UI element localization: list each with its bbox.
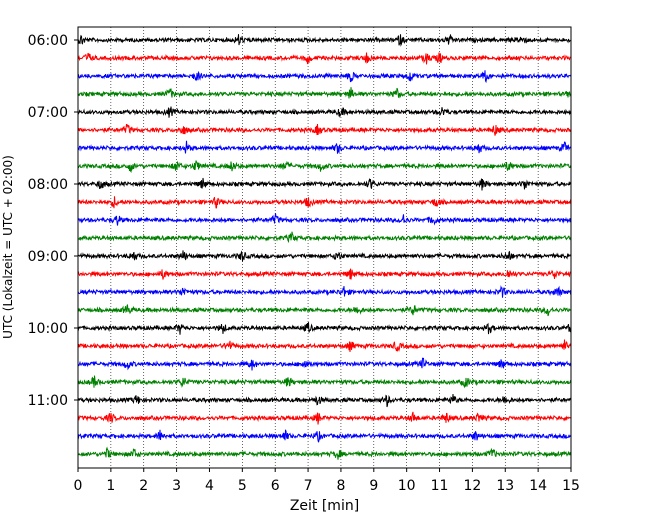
seismic-trace (77, 231, 572, 244)
seismic-trace (77, 304, 572, 317)
seismic-trace (77, 375, 572, 389)
x-tick-label: 7 (304, 478, 313, 494)
seismic-trace (77, 446, 572, 460)
x-axis-ticks: 0 1 2 3 4 5 6 7 8 9 10 11 12 13 14 15 (74, 468, 580, 494)
x-tick-label: 8 (336, 478, 345, 494)
x-tick-label: 3 (172, 478, 181, 494)
seismic-trace (77, 177, 572, 191)
seismic-trace (77, 339, 571, 353)
seismic-trace (77, 250, 572, 262)
y-axis-ticks: 06:00 07:00 08:00 09:00 10:00 11:00 (28, 33, 78, 409)
x-tick-label: 12 (463, 478, 481, 494)
seismic-trace (77, 213, 572, 226)
x-tick-label: 2 (139, 478, 148, 494)
plot-frame (77, 26, 572, 469)
seismic-trace (77, 106, 572, 118)
seismic-trace (77, 34, 572, 47)
y-tick-label: 06:00 (28, 33, 68, 49)
seismic-trace (77, 196, 572, 209)
seismic-trace (77, 285, 572, 298)
y-tick-label: 10:00 (28, 321, 68, 337)
seismic-trace (77, 357, 572, 371)
x-tick-label: 4 (205, 478, 214, 494)
y-axis-label: UTC (Lokalzeit = UTC + 02:00) (1, 155, 15, 339)
seismic-trace (78, 160, 572, 174)
seismic-trace (77, 411, 572, 425)
plot-area (78, 27, 571, 468)
seismic-trace (77, 268, 572, 280)
x-tick-label: 5 (238, 478, 247, 494)
seismic-trace (77, 429, 572, 443)
y-tick-label: 09:00 (28, 249, 68, 265)
y-tick-label: 08:00 (28, 177, 68, 193)
x-axis-label: Zeit [min] (290, 498, 359, 514)
seismic-trace (77, 393, 572, 408)
seismic-trace (77, 322, 572, 335)
seismic-trace (78, 70, 572, 84)
seismic-trace (77, 140, 572, 155)
x-tick-label: 15 (562, 478, 580, 494)
x-tick-label: 1 (106, 478, 115, 494)
trace-group (77, 34, 572, 460)
y-tick-label: 11:00 (28, 393, 68, 409)
x-tick-label: 13 (496, 478, 514, 494)
x-tick-label: 9 (369, 478, 378, 494)
x-tick-label: 14 (529, 478, 547, 494)
x-tick-label: 11 (431, 478, 449, 494)
seismic-trace (77, 123, 572, 136)
y-tick-label: 07:00 (28, 105, 68, 121)
seismic-trace (77, 52, 572, 65)
x-tick-label: 0 (74, 478, 83, 494)
x-tick-label: 10 (398, 478, 416, 494)
x-tick-label: 6 (271, 478, 280, 494)
seismic-trace (77, 87, 572, 99)
